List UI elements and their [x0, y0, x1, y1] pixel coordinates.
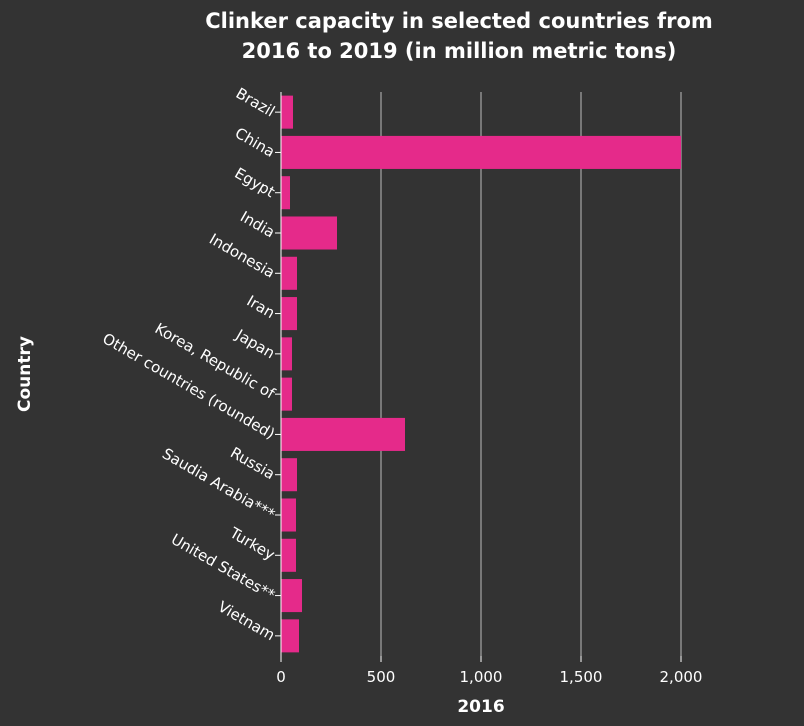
bar	[281, 498, 296, 532]
bar	[281, 538, 296, 572]
bar	[281, 417, 405, 451]
bar	[281, 297, 297, 331]
chart-title-line-2: 2016 to 2019 (in million metric tons)	[242, 39, 677, 63]
bar	[281, 579, 302, 613]
bar	[281, 619, 299, 653]
x-axis-ticks: 0 500 1,000 1,500 2,000	[276, 656, 702, 686]
bar	[281, 135, 681, 169]
x-tick-label: 500	[367, 668, 396, 686]
x-tick-label: 1,500	[560, 668, 603, 686]
x-tick-label: 0	[276, 668, 286, 686]
bar	[281, 256, 297, 290]
x-tick-label: 2,000	[660, 668, 703, 686]
bar	[281, 95, 293, 129]
x-tick-label: 1,000	[460, 668, 503, 686]
bar	[281, 176, 290, 210]
bar	[281, 216, 337, 250]
bars	[281, 95, 681, 653]
gridlines	[380, 92, 682, 656]
bar	[281, 458, 297, 492]
bar	[281, 377, 292, 411]
bar	[281, 337, 292, 371]
x-axis-title: 2016	[457, 697, 504, 717]
chart-title-line-1: Clinker capacity in selected countries f…	[205, 9, 713, 33]
y-axis-title: Country	[15, 336, 35, 412]
